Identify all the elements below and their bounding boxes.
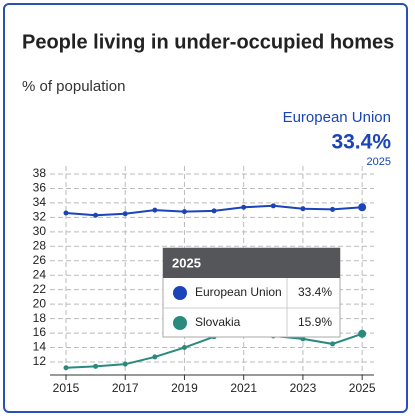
point: [358, 329, 367, 338]
point: [152, 207, 158, 213]
y-tick-label: 20: [33, 296, 47, 310]
point: [330, 341, 336, 347]
legend-label: European Union: [195, 285, 282, 299]
point: [300, 206, 306, 212]
point: [181, 209, 187, 215]
y-tick-label: 16: [33, 325, 47, 339]
x-tick-label: 2019: [171, 381, 198, 395]
y-tick-label: 14: [33, 340, 47, 354]
y-tick-label: 36: [33, 181, 47, 195]
chart-title: People living in under-occupied homes: [22, 31, 394, 53]
tooltip-title: 2025: [172, 255, 201, 270]
highlight-name: European Union: [283, 109, 391, 126]
point: [93, 363, 99, 369]
subtitle: % of population: [22, 78, 125, 95]
y-tick-label: 18: [33, 311, 47, 325]
point: [122, 361, 128, 367]
point: [300, 336, 306, 342]
card: People living in under-occupied homes % …: [3, 3, 408, 413]
point: [211, 208, 217, 214]
tooltip-header: [163, 248, 340, 278]
legend-dot: [173, 286, 187, 300]
point: [270, 203, 276, 209]
y-tick-label: 32: [33, 210, 47, 224]
point: [330, 206, 336, 212]
y-tick-label: 22: [33, 282, 47, 296]
tooltip: 2025 European Union 33.4% Slovakia 15.9%: [162, 247, 341, 338]
y-tick-label: 26: [33, 253, 47, 267]
point: [358, 203, 367, 212]
y-tick-label: 38: [33, 166, 47, 180]
y-tick-label: 12: [33, 354, 47, 368]
y-tick-label: 28: [33, 238, 47, 252]
y-tick-label: 30: [33, 224, 47, 238]
legend-label: Slovakia: [195, 315, 241, 329]
point: [152, 354, 158, 360]
point: [63, 210, 69, 216]
tooltip-value: 15.9%: [298, 315, 332, 329]
point: [181, 345, 187, 351]
highlight-value: 33.4%: [331, 131, 391, 154]
x-tick-label: 2021: [230, 381, 257, 395]
point: [93, 212, 99, 218]
tooltip-value: 33.4%: [298, 285, 332, 299]
y-tick-label: 34: [33, 195, 47, 209]
chart: People living in under-occupied homes % …: [22, 31, 394, 395]
point: [241, 204, 247, 210]
y-tick-label: 24: [33, 267, 47, 281]
highlight-year: 2025: [367, 156, 391, 168]
point: [122, 211, 128, 217]
x-tick-label: 2023: [290, 381, 317, 395]
x-tick-label: 2015: [53, 381, 80, 395]
point: [63, 365, 69, 371]
x-tick-label: 2017: [112, 381, 139, 395]
x-tick-label: 2025: [349, 381, 376, 395]
legend-dot: [173, 316, 187, 330]
